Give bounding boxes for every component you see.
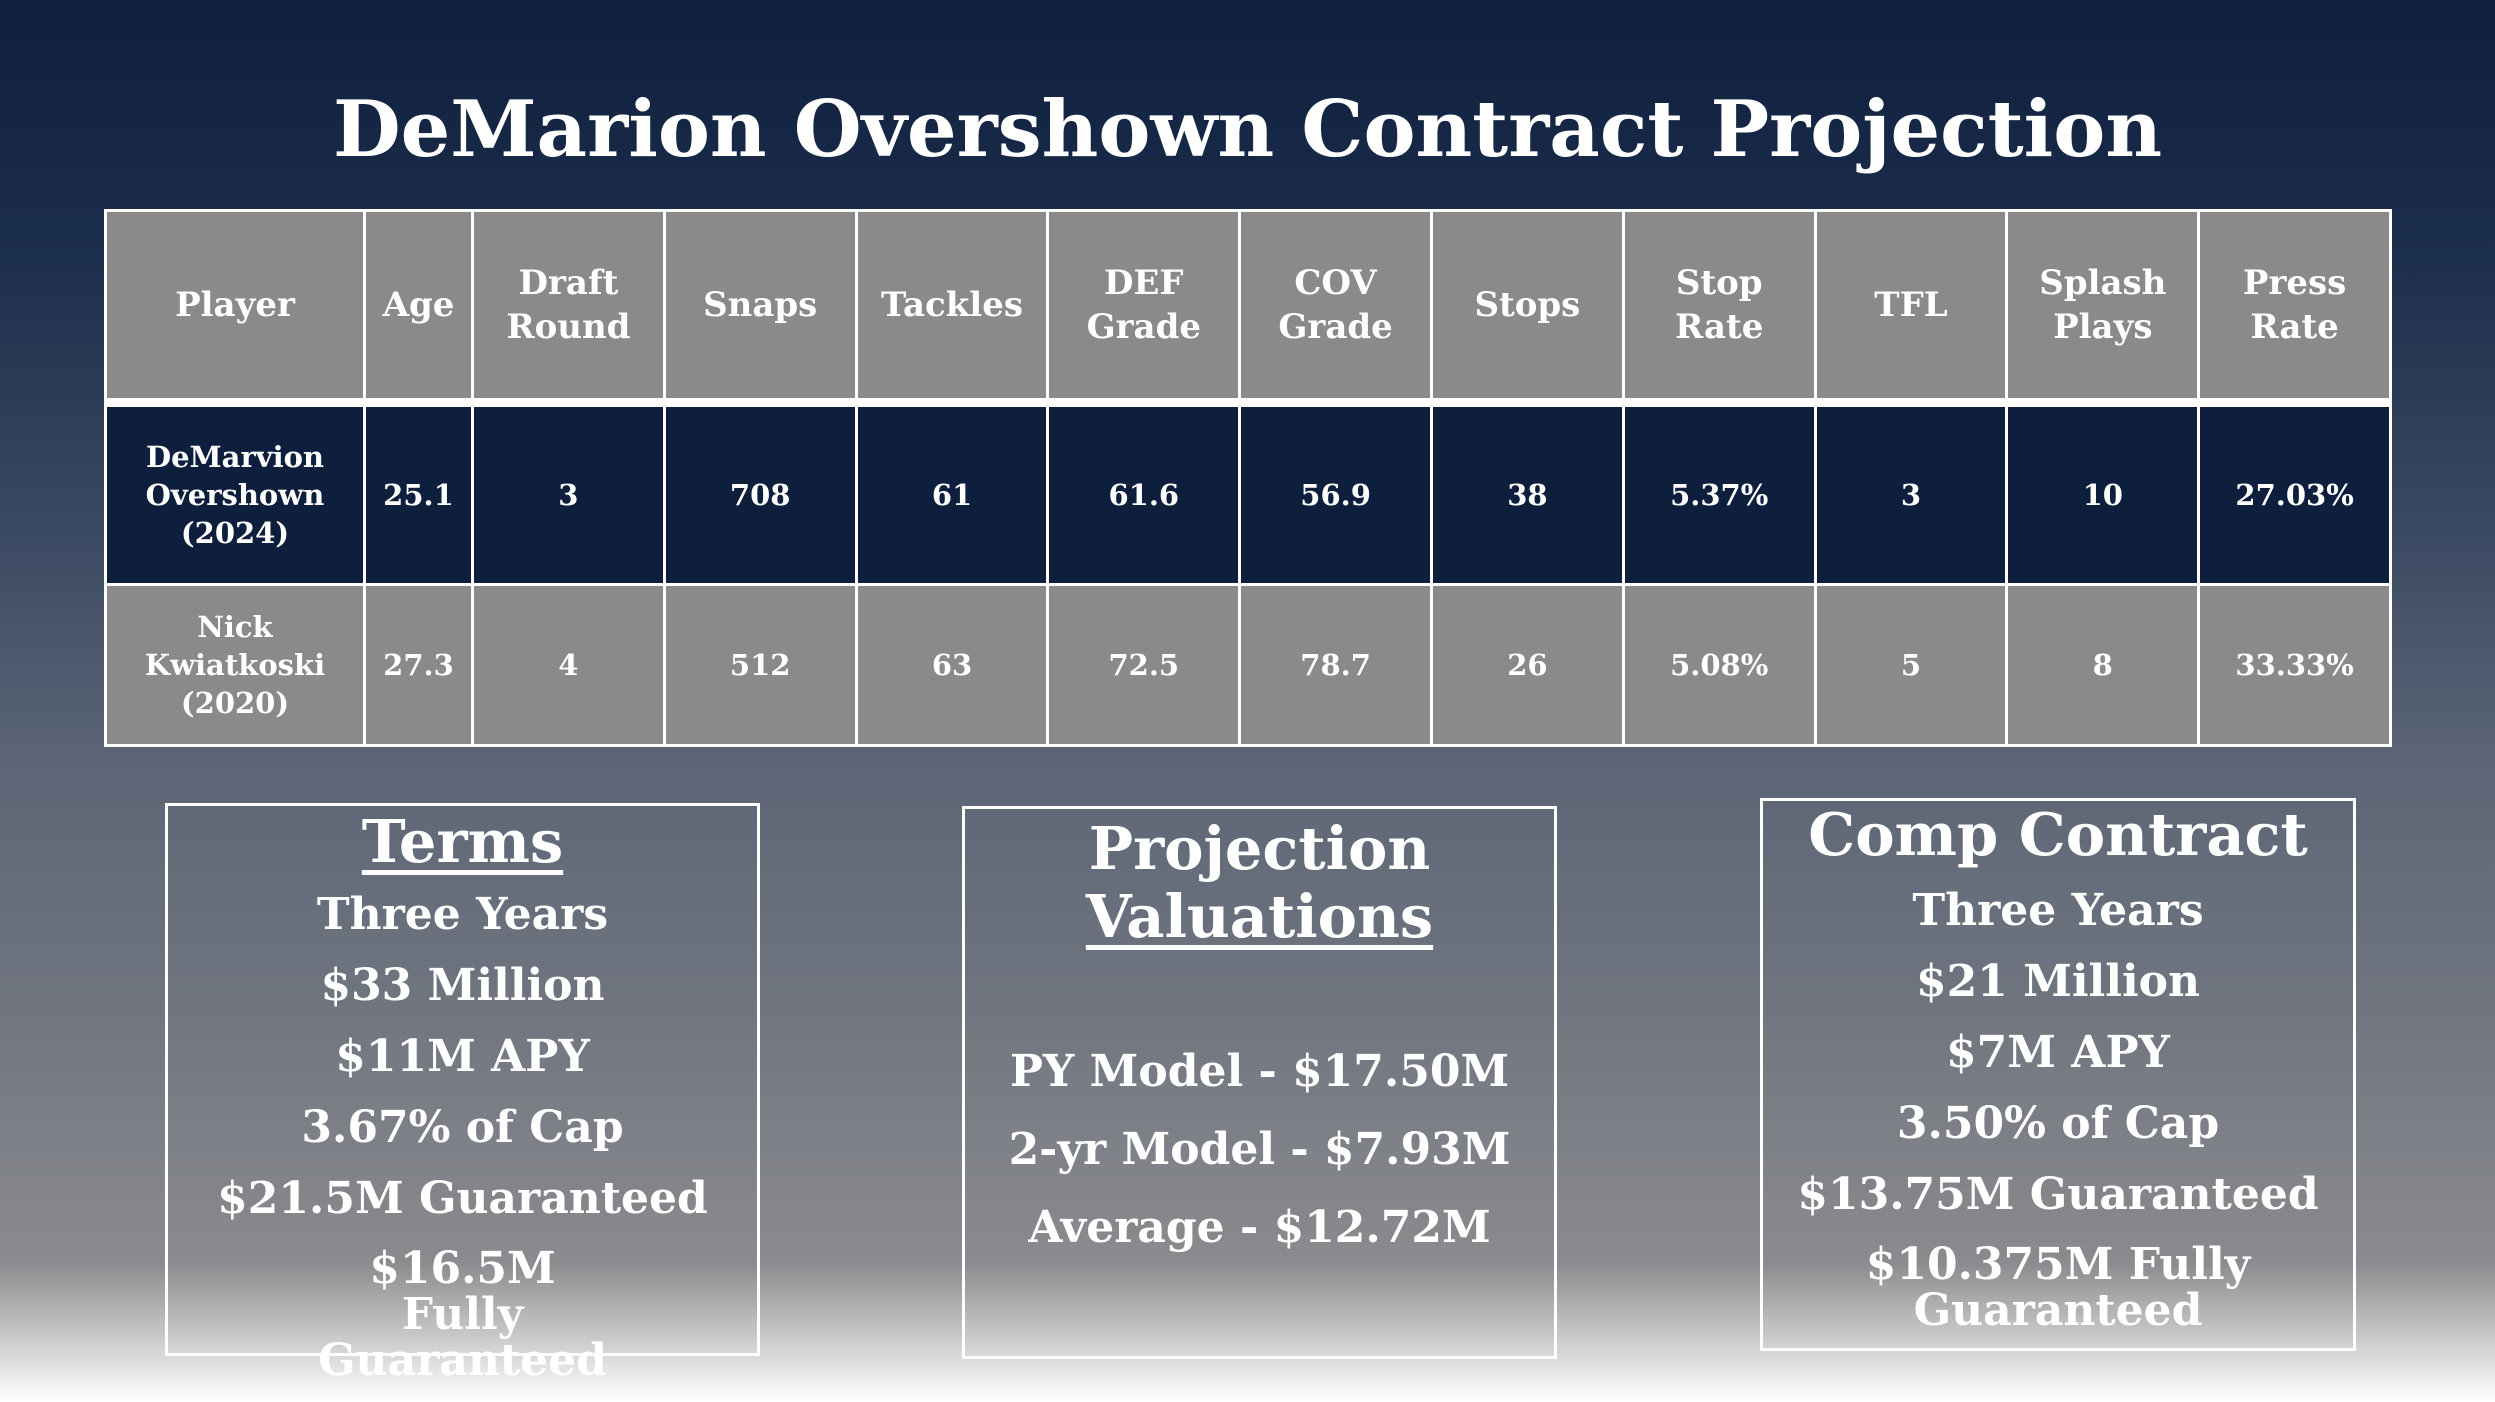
cell-splash-plays: 10 xyxy=(2005,401,2201,586)
comp-line: $10.375M Fully Guaranteed xyxy=(1865,1239,2251,1336)
cell-cov-grade: 56.9 xyxy=(1238,401,1433,586)
comp-line: $13.75M Guaranteed xyxy=(1797,1169,2319,1220)
table-header-row: Player Age Draft Round Snaps Tackles DEF… xyxy=(104,209,2392,404)
header-stop-rate: Stop Rate xyxy=(1621,209,1817,404)
header-tfl: TFL xyxy=(1813,209,2009,404)
cell-tfl: 5 xyxy=(1813,583,2009,747)
terms-line: $16.5M Fully Guaranteed xyxy=(318,1243,607,1386)
cell-snaps: 708 xyxy=(662,401,858,586)
projection-line: 2-yr Model - $7.93M xyxy=(1008,1124,1511,1175)
cell-cov-grade: 78.7 xyxy=(1238,583,1433,747)
cell-age: 25.1 xyxy=(363,401,474,586)
header-cov-grade: COV Grade xyxy=(1238,209,1433,404)
page-title: DeMarion Overshown Contract Projection xyxy=(332,84,2163,175)
header-def-grade: DEF Grade xyxy=(1046,209,1242,404)
projection-line: Average - $12.72M xyxy=(1028,1202,1491,1253)
terms-line: $21.5M Guaranteed xyxy=(217,1173,708,1224)
comp-contract-box: Comp Contract Three Years $21 Million $7… xyxy=(1760,798,2356,1351)
header-stops: Stops xyxy=(1429,209,1625,404)
terms-line: $33 Million xyxy=(320,960,605,1011)
projection-heading-line2: Valuations xyxy=(1085,882,1434,951)
header-age: Age xyxy=(363,209,474,404)
header-player: Player xyxy=(104,209,366,404)
cell-tfl: 3 xyxy=(1813,401,2009,586)
cell-splash-plays: 8 xyxy=(2005,583,2201,747)
header-splash-plays: Splash Plays xyxy=(2005,209,2201,404)
terms-line: $11M APY xyxy=(335,1031,590,1082)
cell-def-grade: 72.5 xyxy=(1046,583,1242,747)
cell-press-rate: 33.33% xyxy=(2197,583,2392,747)
terms-heading: Terms xyxy=(361,807,564,876)
cell-press-rate: 27.03% xyxy=(2197,401,2392,586)
terms-box: Terms Three Years $33 Million $11M APY 3… xyxy=(165,803,760,1384)
comp-line: 3.50% of Cap xyxy=(1896,1098,2220,1149)
terms-line: Three Years xyxy=(316,889,609,940)
header-press-rate: Press Rate xyxy=(2197,209,2392,404)
projection-heading-line1: Projection xyxy=(1088,814,1431,883)
cell-stop-rate: 5.37% xyxy=(1621,401,1817,586)
stats-table: Player Age Draft Round Snaps Tackles DEF… xyxy=(104,209,2392,747)
table-row: Nick Kwiatkoski (2020) 27.3 4 512 63 72.… xyxy=(104,583,2392,747)
cell-draft-round: 4 xyxy=(471,583,666,747)
cell-player: DeMarvion Overshown (2024) xyxy=(104,401,366,586)
cell-age: 27.3 xyxy=(363,583,474,747)
terms-line: 3.67% of Cap xyxy=(301,1102,624,1153)
table-row: DeMarvion Overshown (2024) 25.1 3 708 61… xyxy=(104,401,2392,586)
projection-line: PY Model - $17.50M xyxy=(1009,1046,1510,1097)
comp-line: $7M APY xyxy=(1946,1027,2170,1078)
comp-heading: Comp Contract xyxy=(1808,800,2308,869)
projection-box: Projection Valuations PY Model - $17.50M… xyxy=(962,806,1557,1359)
header-draft-round: Draft Round xyxy=(471,209,666,404)
cell-def-grade: 61.6 xyxy=(1046,401,1242,586)
cell-stops: 38 xyxy=(1429,401,1625,586)
cell-tackles: 61 xyxy=(854,401,1050,586)
comp-line: Three Years xyxy=(1912,885,2204,936)
cell-stops: 26 xyxy=(1429,583,1625,747)
cell-snaps: 512 xyxy=(662,583,858,747)
comp-line: $21 Million xyxy=(1915,956,2201,1007)
cell-draft-round: 3 xyxy=(471,401,666,586)
header-tackles: Tackles xyxy=(854,209,1050,404)
cell-stop-rate: 5.08% xyxy=(1621,583,1817,747)
cell-tackles: 63 xyxy=(854,583,1050,747)
cell-player: Nick Kwiatkoski (2020) xyxy=(104,583,366,747)
header-snaps: Snaps xyxy=(662,209,858,404)
